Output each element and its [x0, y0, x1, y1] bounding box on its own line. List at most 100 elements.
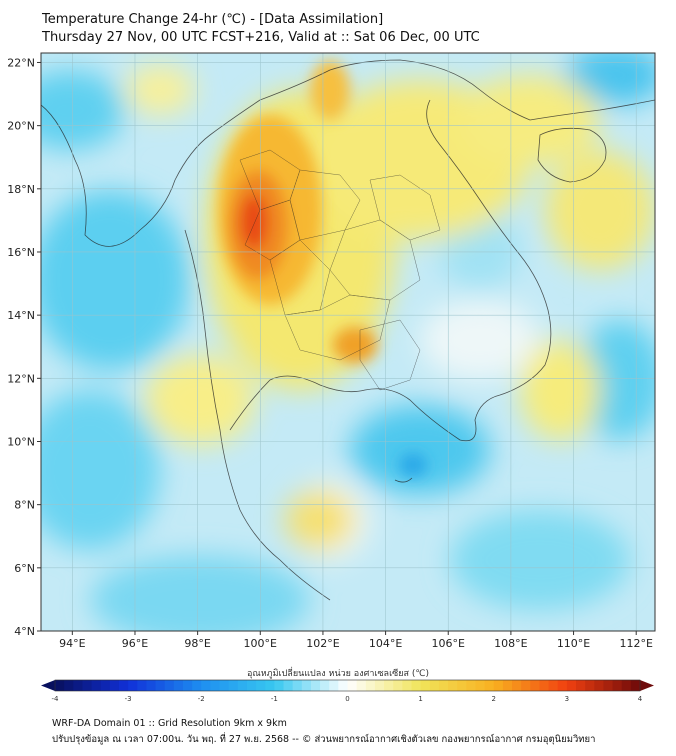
- colorbar-segment: [457, 680, 467, 691]
- colorbar-segment: [329, 680, 339, 691]
- colorbar-tick-label: 1: [418, 695, 422, 703]
- colorbar-segment: [502, 680, 513, 691]
- colorbar-segment: [100, 680, 111, 691]
- colorbar-segment: [548, 680, 559, 691]
- longitude-axis: 94°E 96°E 98°E 100°E 102°E 104°E 106°E 108°E 110…: [59, 631, 653, 650]
- colorbar-segment: [237, 680, 248, 691]
- colorbar-segment: [585, 680, 595, 691]
- lon-tick-label: 108°E: [494, 637, 527, 650]
- colorbar-segment: [310, 680, 321, 691]
- lat-tick-label: 12°N: [7, 372, 35, 385]
- footer-model-info: WRF-DA Domain 01 :: Grid Resolution 9km …: [52, 718, 287, 729]
- lon-tick-label: 94°E: [59, 637, 85, 650]
- colorbar-segment: [539, 680, 550, 691]
- colorbar-tick-label: 4: [638, 695, 643, 703]
- colorbar-tick-label: 3: [565, 695, 569, 703]
- colorbar-segment: [173, 680, 184, 691]
- lon-tick-label: 110°E: [557, 637, 590, 650]
- colorbar-segment: [118, 680, 129, 691]
- colorbar-tick-label: 2: [492, 695, 496, 703]
- colorbar-segment: [256, 680, 266, 691]
- lon-tick-label: 96°E: [122, 637, 148, 650]
- colorbar-segment: [246, 680, 257, 691]
- colorbar-tick-label: -2: [198, 695, 205, 703]
- colorbar-segment: [411, 680, 422, 691]
- lat-tick-label: 20°N: [7, 120, 35, 133]
- colorbar-tick-label: -3: [125, 695, 132, 703]
- lat-tick-label: 6°N: [14, 562, 35, 575]
- colorbar-segment: [603, 680, 614, 691]
- lat-tick-label: 18°N: [7, 183, 35, 196]
- colorbar-segment: [265, 680, 275, 691]
- colorbar-segment: [292, 680, 303, 691]
- colorbar-segment: [201, 680, 211, 691]
- colorbar-segment: [155, 680, 166, 691]
- colorbar-segment: [374, 680, 385, 691]
- colorbar-segment: [164, 680, 175, 691]
- colorbar-segment: [402, 680, 412, 691]
- colorbar-segment: [146, 680, 157, 691]
- colorbar-segment: [64, 680, 74, 691]
- colorbar: -4 -3 -2 -1 0 1 2 3 4: [41, 679, 654, 703]
- lon-tick-label: 98°E: [184, 637, 210, 650]
- colorbar-segment: [338, 680, 348, 691]
- colorbar-segment: [576, 680, 586, 691]
- colorbar-segment: [630, 680, 641, 691]
- province-borders: [239, 149, 441, 391]
- footer-credit: ปรับปรุงข้อมูล ณ เวลา 07:00น. วัน พฤ. ที…: [52, 734, 596, 745]
- colorbar-segment: [429, 680, 440, 691]
- colorbar-segment: [466, 680, 476, 691]
- plot-frame: [40, 52, 656, 632]
- colorbar-segment: [438, 680, 449, 691]
- latitude-axis: 22°N 20°N 18°N 16°N 14°N 12°N 10°N 8°N 6°N 4°N: [7, 56, 41, 638]
- colorbar-segment: [228, 680, 239, 691]
- colorbar-segment: [109, 680, 120, 691]
- colorbar-segment: [91, 680, 102, 691]
- colorbar-segment: [320, 680, 330, 691]
- colorbar-segment: [192, 680, 202, 691]
- colorbar-segment: [73, 680, 83, 691]
- lon-tick-label: 102°E: [306, 637, 339, 650]
- colorbar-min-arrow: [41, 680, 55, 691]
- colorbar-segment: [521, 680, 531, 691]
- lon-tick-label: 112°E: [619, 637, 652, 650]
- colorbar-segment: [557, 680, 568, 691]
- temperature-field: [41, 53, 655, 631]
- colorbar-segment: [356, 680, 367, 691]
- colorbar-segment: [393, 680, 403, 691]
- colorbar-segment: [365, 680, 376, 691]
- lat-tick-label: 16°N: [7, 246, 35, 259]
- colorbar-segment: [484, 680, 495, 691]
- colorbar-tick-label: -4: [52, 695, 60, 703]
- colorbar-segment: [475, 680, 486, 691]
- lon-tick-label: 106°E: [432, 637, 465, 650]
- colorbar-segment: [128, 680, 138, 691]
- colorbar-segment: [347, 680, 358, 691]
- lat-tick-label: 4°N: [14, 625, 35, 638]
- colorbar-segment: [612, 680, 623, 691]
- colorbar-segment: [55, 680, 65, 691]
- colorbar-frame: [54, 679, 641, 692]
- lon-tick-label: 104°E: [369, 637, 402, 650]
- colorbar-segment: [82, 680, 93, 691]
- colorbar-segment: [274, 680, 285, 691]
- colorbar-segment: [512, 680, 522, 691]
- colorbar-segment: [137, 680, 147, 691]
- colorbar-segment: [420, 680, 431, 691]
- colorbar-tick-label: -1: [271, 695, 278, 703]
- chart-subtitle: Thursday 27 Nov, 00 UTC FCST+216, Valid …: [42, 30, 480, 45]
- colorbar-segment: [621, 680, 632, 691]
- colorbar-segment: [219, 680, 230, 691]
- chart-title: Temperature Change 24-hr (℃) - [Data Ass…: [42, 12, 384, 27]
- colorbar-segment: [283, 680, 294, 691]
- colorbar-segment: [493, 680, 504, 691]
- lat-tick-label: 14°N: [7, 309, 35, 322]
- lat-tick-label: 22°N: [7, 56, 35, 69]
- colorbar-max-arrow: [640, 680, 654, 691]
- lon-tick-label: 100°E: [244, 637, 277, 650]
- colorbar-segment: [530, 680, 540, 691]
- colorbar-tick-label: 0: [345, 695, 349, 703]
- colorbar-segment: [182, 680, 193, 691]
- colorbar-segment: [566, 680, 577, 691]
